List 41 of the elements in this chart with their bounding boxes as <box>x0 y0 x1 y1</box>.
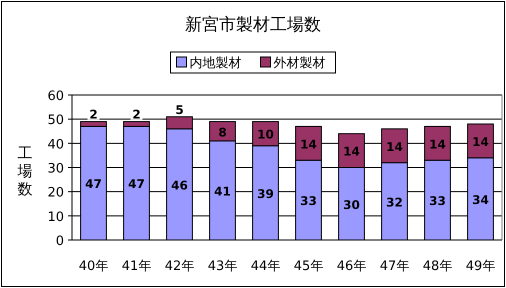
y-tick-label: 30 <box>47 162 64 176</box>
x-tick-label: 44年 <box>250 259 280 274</box>
data-label: 14 <box>300 137 317 152</box>
y-tick-label: 50 <box>47 113 64 128</box>
data-label: 14 <box>472 134 489 149</box>
x-tick-label: 42年 <box>164 259 194 274</box>
data-label: 32 <box>386 195 403 210</box>
data-label: 33 <box>300 194 317 208</box>
x-tick-label: 49年 <box>466 259 496 274</box>
data-label: 46 <box>171 178 188 192</box>
data-label: 5 <box>175 102 184 117</box>
data-label: 14 <box>429 137 446 152</box>
x-tick-label: 41年 <box>122 259 152 274</box>
data-label: 2 <box>89 108 98 122</box>
data-label: 47 <box>85 177 102 192</box>
x-tick-label: 48年 <box>422 259 452 274</box>
data-label: 30 <box>343 198 360 212</box>
data-label: 2 <box>132 108 141 122</box>
y-tick-label: 40 <box>47 137 64 152</box>
y-tick-label: 0 <box>56 234 64 249</box>
y-tick-label: 20 <box>47 186 64 201</box>
data-label: 33 <box>429 194 446 208</box>
legend-label: 外材製材 <box>274 56 326 71</box>
x-tick-label: 47年 <box>380 259 410 274</box>
data-label: 14 <box>386 140 403 154</box>
legend-label: 内地製材 <box>190 56 242 71</box>
x-tick-label: 45年 <box>294 259 324 274</box>
data-label: 39 <box>257 186 274 201</box>
x-tick-label: 46年 <box>336 259 366 274</box>
y-tick-label: 10 <box>47 210 64 225</box>
data-label: 14 <box>343 144 360 159</box>
data-label: 41 <box>214 184 231 198</box>
x-tick-label: 43年 <box>208 259 238 274</box>
data-label: 47 <box>128 177 145 192</box>
data-label: 34 <box>472 192 489 207</box>
y-axis-title: 工場数 <box>16 144 32 198</box>
chart-title: 新宮市製材工場数 <box>185 15 321 35</box>
data-label: 8 <box>218 125 227 140</box>
y-tick-label: 60 <box>47 89 64 104</box>
data-label: 10 <box>257 128 274 142</box>
x-tick-label: 40年 <box>78 259 108 274</box>
